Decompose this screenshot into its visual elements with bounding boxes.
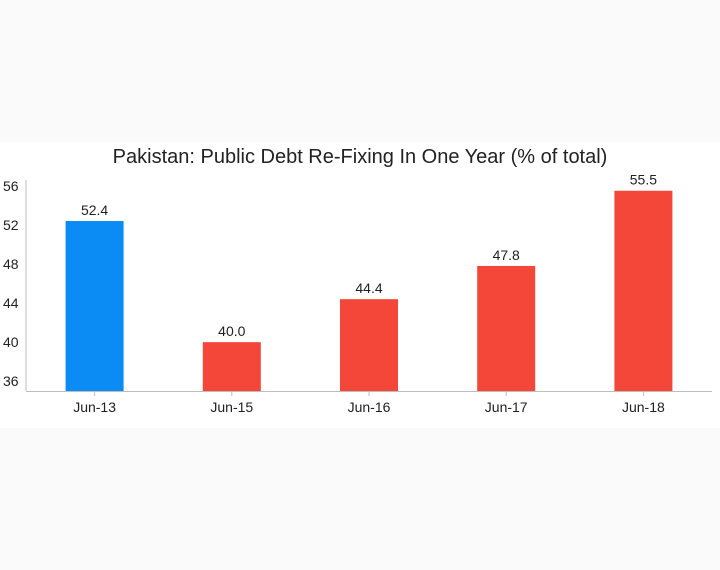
y-tick-label: 52 bbox=[3, 217, 19, 233]
x-tick-label: Jun-13 bbox=[73, 399, 116, 415]
x-tick-label: Jun-18 bbox=[622, 399, 665, 415]
x-tick-label: Jun-15 bbox=[210, 399, 253, 415]
y-axis: 36 40 44 48 52 56 bbox=[3, 178, 27, 391]
x-tick-label: Jun-17 bbox=[485, 399, 528, 415]
x-tick-label: Jun-16 bbox=[348, 399, 391, 415]
y-tick-label: 44 bbox=[3, 295, 19, 311]
data-label: 52.4 bbox=[81, 202, 108, 218]
bar bbox=[477, 265, 536, 391]
y-tick-label: 56 bbox=[3, 178, 19, 194]
bar bbox=[340, 299, 398, 391]
bar bbox=[202, 342, 261, 391]
y-tick-label: 48 bbox=[3, 256, 19, 272]
data-label: 40.0 bbox=[218, 323, 245, 339]
data-label: 47.8 bbox=[493, 247, 520, 263]
chart-title: Pakistan: Public Debt Re-Fixing In One Y… bbox=[112, 146, 608, 168]
x-axis: Jun-13 Jun-15 Jun-16 Jun-17 Jun-18 bbox=[26, 391, 712, 415]
data-label: 44.4 bbox=[355, 280, 382, 296]
y-tick-label: 40 bbox=[3, 334, 19, 350]
bar bbox=[65, 221, 124, 391]
bar bbox=[614, 190, 673, 391]
y-tick-label: 36 bbox=[3, 373, 19, 389]
bars: 52.4 40.0 44.4 47.8 55.5 bbox=[65, 172, 673, 391]
data-label: 55.5 bbox=[630, 172, 657, 188]
